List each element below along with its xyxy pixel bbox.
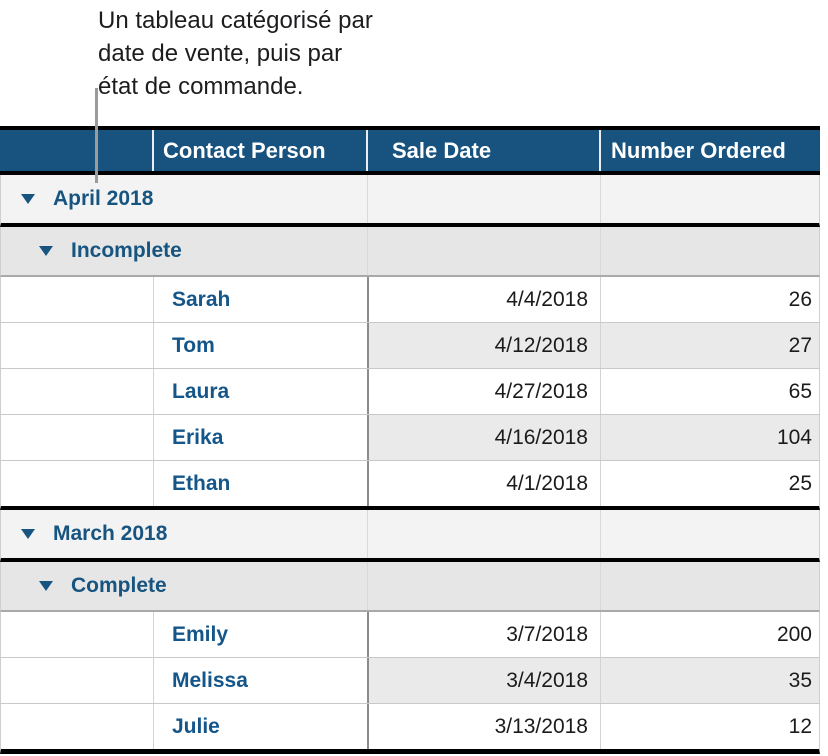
categorized-table: Contact Person Sale Date Number Ordered …	[0, 126, 820, 754]
row-header-cell[interactable]	[1, 369, 153, 414]
number-ordered-cell[interactable]: 35	[600, 658, 819, 703]
triangle-down-icon[interactable]	[21, 194, 35, 204]
data-row: Ethan 4/1/2018 25	[0, 461, 820, 510]
triangle-down-icon[interactable]	[39, 581, 53, 591]
caption-line: date de vente, puis par	[98, 39, 343, 67]
subcategory-label-cell[interactable]: Complete	[1, 562, 367, 610]
row-header-cell[interactable]	[1, 612, 153, 657]
sale-date-cell[interactable]: 3/13/2018	[367, 704, 600, 749]
contact-person-cell[interactable]: Erika	[153, 415, 367, 460]
sale-date-cell[interactable]: 3/4/2018	[367, 658, 600, 703]
category-row: April 2018	[0, 175, 820, 227]
category-label: March 2018	[53, 522, 168, 545]
subcategory-row: Complete	[0, 562, 820, 612]
triangle-down-icon[interactable]	[21, 529, 35, 539]
subcategory-empty-sale-date-cell[interactable]	[367, 227, 600, 275]
category-empty-sale-date-cell[interactable]	[367, 175, 600, 223]
table-header-row: Contact Person Sale Date Number Ordered	[0, 126, 820, 175]
number-ordered-cell[interactable]: 104	[600, 415, 819, 460]
category-label-cell[interactable]: March 2018	[1, 510, 367, 558]
subcategory-empty-number-cell[interactable]	[600, 227, 819, 275]
number-ordered-cell[interactable]: 12	[600, 704, 819, 749]
subcategory-row: Incomplete	[0, 227, 820, 277]
number-ordered-cell[interactable]: 65	[600, 369, 819, 414]
caption-line: état de commande.	[98, 72, 304, 100]
header-cell-contact-person[interactable]: Contact Person	[152, 130, 366, 171]
contact-person-cell[interactable]: Emily	[153, 612, 367, 657]
subcategory-empty-number-cell[interactable]	[600, 562, 819, 610]
row-header-cell[interactable]	[1, 323, 153, 368]
category-label-cell[interactable]: April 2018	[1, 175, 367, 223]
sale-date-cell[interactable]: 4/12/2018	[367, 323, 600, 368]
row-header-cell[interactable]	[1, 704, 153, 749]
caption-line: Un tableau catégorisé par	[98, 7, 373, 34]
header-cell-number-ordered[interactable]: Number Ordered	[599, 130, 820, 171]
contact-person-cell[interactable]: Laura	[153, 369, 367, 414]
data-row: Sarah 4/4/2018 26	[0, 277, 820, 323]
subcategory-label: Complete	[71, 574, 167, 597]
callout-caption: Un tableau catégorisé par date de vente,…	[98, 5, 373, 103]
contact-person-cell[interactable]: Ethan	[153, 461, 367, 506]
subcategory-empty-sale-date-cell[interactable]	[367, 562, 600, 610]
category-row: March 2018	[0, 510, 820, 562]
category-empty-sale-date-cell[interactable]	[367, 510, 600, 558]
sale-date-cell[interactable]: 3/7/2018	[367, 612, 600, 657]
number-ordered-cell[interactable]: 200	[600, 612, 819, 657]
number-ordered-cell[interactable]: 26	[600, 277, 819, 322]
sale-date-cell[interactable]: 4/4/2018	[367, 277, 600, 322]
number-ordered-cell[interactable]: 27	[600, 323, 819, 368]
sale-date-cell[interactable]: 4/16/2018	[367, 415, 600, 460]
contact-person-cell[interactable]: Julie	[153, 704, 367, 749]
data-row: Julie 3/13/2018 12	[0, 704, 820, 754]
number-ordered-cell[interactable]: 25	[600, 461, 819, 506]
data-row: Emily 3/7/2018 200	[0, 612, 820, 658]
header-cell-sale-date[interactable]: Sale Date	[366, 130, 599, 171]
row-header-cell[interactable]	[1, 415, 153, 460]
sale-date-cell[interactable]: 4/1/2018	[367, 461, 600, 506]
data-row: Erika 4/16/2018 104	[0, 415, 820, 461]
header-cell-blank[interactable]	[0, 130, 152, 171]
contact-person-cell[interactable]: Sarah	[153, 277, 367, 322]
subcategory-label-cell[interactable]: Incomplete	[1, 227, 367, 275]
subcategory-label: Incomplete	[71, 239, 182, 262]
table-body: April 2018 Incomplete Sarah 4/4/2018 26 Tom 4/…	[0, 175, 820, 754]
data-row: Laura 4/27/2018 65	[0, 369, 820, 415]
callout-pointer-line	[95, 88, 98, 183]
category-empty-number-cell[interactable]	[600, 510, 819, 558]
data-row: Melissa 3/4/2018 35	[0, 658, 820, 704]
row-header-cell[interactable]	[1, 461, 153, 506]
contact-person-cell[interactable]: Tom	[153, 323, 367, 368]
category-label: April 2018	[53, 187, 154, 210]
row-header-cell[interactable]	[1, 658, 153, 703]
triangle-down-icon[interactable]	[39, 246, 53, 256]
contact-person-cell[interactable]: Melissa	[153, 658, 367, 703]
row-header-cell[interactable]	[1, 277, 153, 322]
data-row: Tom 4/12/2018 27	[0, 323, 820, 369]
sale-date-cell[interactable]: 4/27/2018	[367, 369, 600, 414]
category-empty-number-cell[interactable]	[600, 175, 819, 223]
